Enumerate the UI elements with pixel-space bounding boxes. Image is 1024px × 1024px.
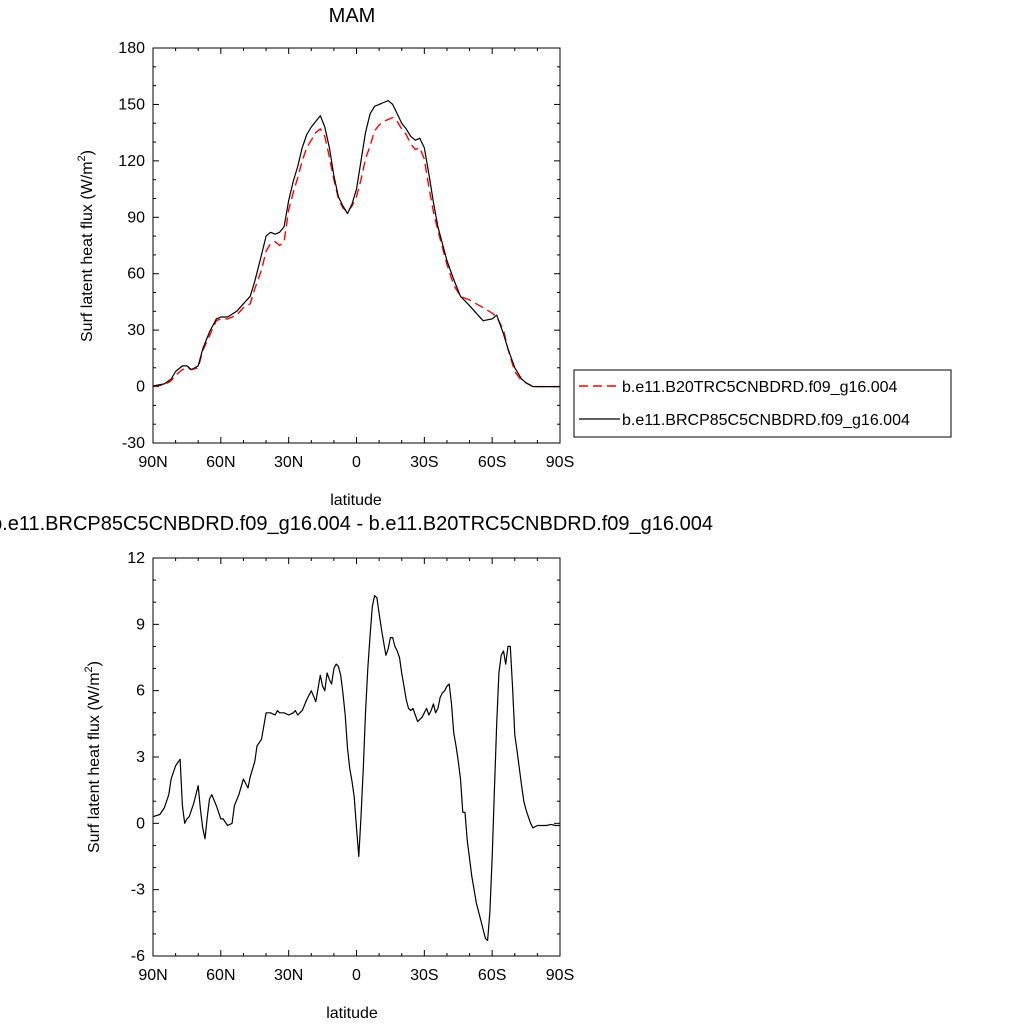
legend-box <box>573 369 952 438</box>
chart-top-ytick-label: -30 <box>122 435 145 452</box>
chart-bottom-x-axis-label: latitude <box>326 1005 378 1022</box>
chart-bottom-ytick-label: -6 <box>131 948 145 965</box>
chart-bottom-xtick-label: 0 <box>352 967 361 984</box>
legend-label-series-1: b.e11.B20TRC5CNBDRD.f09_g16.004 <box>622 379 898 396</box>
chart-top-xtick-label: 30N <box>274 454 303 471</box>
chart-top-title: MAM <box>329 5 376 27</box>
chart-top-xtick-label: 0 <box>352 454 361 471</box>
legend-label-series-2: b.e11.BRCP85C5CNBDRD.f09_g16.004 <box>622 412 910 429</box>
chart-top-legend: b.e11.B20TRC5CNBDRD.f09_g16.004 b.e11.BR… <box>573 369 952 438</box>
chart-bottom-ytick-label: 9 <box>136 616 145 633</box>
chart-bottom-y-axis-label: Surf latent heat flux (W/m2) <box>83 661 103 853</box>
chart-bottom-series <box>152 595 560 942</box>
chart-top-ylabel-end: ) <box>79 150 96 155</box>
chart-top-xtick-label: 90S <box>546 454 574 471</box>
chart-bottom-series-line-1 <box>152 595 560 942</box>
chart-top: MAM -30 0 30 60 90 120 150 180 90N 60N 30N 0 30S 60S 9… <box>76 5 952 509</box>
chart-top-series-line-2 <box>152 100 560 388</box>
chart-top-xtick-label: 30S <box>410 454 438 471</box>
chart-top-ytick-label: 150 <box>118 96 145 113</box>
chart-bottom-ytick-label: 12 <box>127 550 145 567</box>
chart-top-ytick-label: 90 <box>127 209 145 226</box>
chart-top-ytick-label: 60 <box>127 266 145 283</box>
chart-top-ytick-label: 30 <box>127 322 145 339</box>
chart-bottom-ytick-label: 0 <box>136 815 145 832</box>
chart-top-series <box>152 100 560 388</box>
chart-top-xtick-label: 90N <box>138 454 167 471</box>
chart-bottom-ylabel-end: ) <box>86 661 103 666</box>
chart-bottom: b.e11.BRCP85C5CNBDRD.f09_g16.004 - b.e11… <box>0 513 713 1022</box>
chart-top-ylabel-sup: 2 <box>76 155 88 161</box>
chart-bottom-ytick-label: 3 <box>136 749 145 766</box>
chart-top-ytick-label: 180 <box>118 40 145 57</box>
chart-bottom-xtick-label: 90N <box>138 967 167 984</box>
chart-top-y-axis-label: Surf latent heat flux (W/m2) <box>76 150 96 342</box>
chart-top-ytick-label: 120 <box>118 153 145 170</box>
chart-bottom-ticks: -6 -3 0 3 6 9 12 90N 60N 30N 0 30S 60S 90S <box>127 550 574 984</box>
chart-bottom-xtick-label: 60N <box>206 967 235 984</box>
chart-bottom-title: b.e11.BRCP85C5CNBDRD.f09_g16.004 - b.e11… <box>0 513 713 535</box>
chart-top-ticks: -30 0 30 60 90 120 150 180 90N 60N 30N 0 30S 60S 90S <box>118 40 574 471</box>
chart-bottom-ytick-label: -3 <box>131 882 145 899</box>
chart-bottom-xtick-label: 30N <box>274 967 303 984</box>
chart-top-plot-frame <box>152 47 561 444</box>
chart-bottom-plot-frame <box>152 557 561 957</box>
chart-bottom-ylabel-main: Surf latent heat flux (W/m <box>86 672 103 853</box>
chart-top-xtick-label: 60S <box>478 454 506 471</box>
chart-top-x-axis-label: latitude <box>330 492 382 509</box>
chart-bottom-ylabel-sup: 2 <box>83 666 95 672</box>
chart-bottom-xtick-label: 30S <box>410 967 438 984</box>
chart-top-series-line-1 <box>152 116 560 388</box>
chart-bottom-xtick-label: 90S <box>546 967 574 984</box>
chart-top-ylabel-main: Surf latent heat flux (W/m <box>79 161 96 342</box>
chart-top-ytick-label: 0 <box>136 379 145 396</box>
chart-bottom-xtick-label: 60S <box>478 967 506 984</box>
chart-bottom-ytick-label: 6 <box>136 683 145 700</box>
chart-top-xtick-label: 60N <box>206 454 235 471</box>
